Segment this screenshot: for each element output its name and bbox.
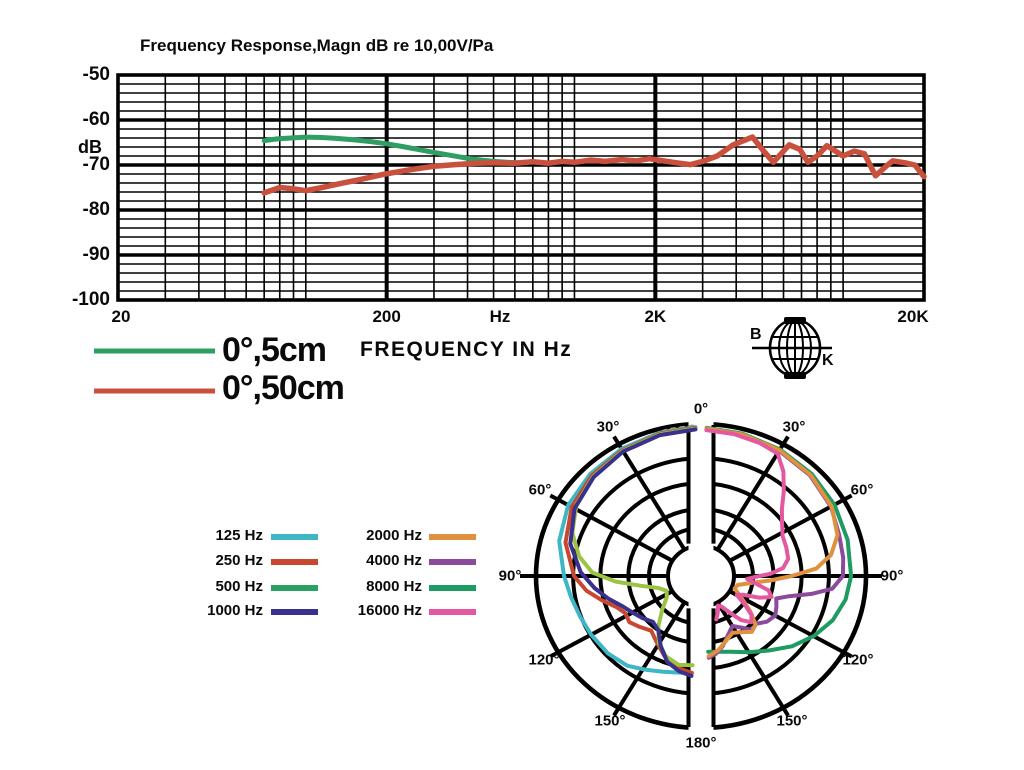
polar-legend-label: 250 Hz — [215, 552, 263, 569]
polar-angle-label: 90° — [498, 567, 522, 585]
logo-letter-b: B — [750, 326, 762, 343]
fr-y-tick: -90 — [82, 244, 110, 265]
fr-curves — [261, 134, 927, 196]
fr-y-axis-unit: dB — [78, 137, 102, 157]
polar-legend-swatch — [429, 559, 476, 565]
fr-y-tick: -80 — [82, 199, 110, 220]
fr-y-tick: -60 — [82, 109, 110, 130]
polar-legend-label: 8000 Hz — [366, 578, 422, 595]
polar-legend-swatch — [429, 585, 476, 591]
logo-letter-k: K — [822, 352, 834, 369]
polar-angle-label: 30° — [782, 418, 806, 436]
polar-legend-label: 16000 Hz — [357, 602, 422, 619]
polar-angle-label: 120° — [528, 651, 560, 669]
polar-spoke — [612, 435, 687, 551]
polar-curve-16000-hz — [704, 428, 791, 625]
polar-spoke — [549, 589, 674, 659]
polar-curve-1000-hz — [568, 427, 698, 678]
polar-angle-label: 120° — [842, 651, 874, 669]
polar-legend-label: 125 Hz — [215, 527, 263, 544]
polar-curve-2000-hz — [704, 426, 840, 659]
polar-legend-label: 4000 Hz — [366, 552, 422, 569]
polar-curves — [557, 424, 854, 678]
polar-legend-label: 500 Hz — [215, 578, 263, 595]
fr-chart-title: Frequency Response,Magn dB re 10,00V/Pa — [140, 36, 494, 55]
fr-legend-swatches — [94, 348, 215, 394]
polar-legend-swatch — [271, 609, 318, 615]
fr-curve-50cm — [261, 134, 927, 196]
polar-legend-swatch — [271, 585, 318, 591]
polar-grid — [520, 416, 882, 736]
fr-x-tick: 20K — [897, 307, 929, 326]
polar-legend-swatch — [429, 534, 476, 540]
fr-x-tick: Hz — [489, 307, 511, 326]
polar-legend-label: 1000 Hz — [207, 602, 263, 619]
polar-spoke — [715, 601, 790, 717]
fr-x-tick: 200 — [372, 307, 401, 326]
fr-legend-label-5cm: 0°,5cm — [222, 331, 327, 369]
fr-grid — [116, 73, 926, 302]
polar-spoke — [728, 589, 853, 659]
fr-x-tick: 20 — [111, 307, 131, 326]
polar-spoke — [612, 601, 687, 717]
polar-angle-label: 60° — [850, 481, 874, 499]
fr-y-tick: -100 — [71, 289, 110, 310]
polar-angle-label: 60° — [528, 481, 552, 499]
polar-angle-label: 180° — [685, 734, 717, 752]
polar-curve-125-hz — [557, 425, 698, 675]
fr-curve-5cm — [261, 134, 522, 166]
frequency-axis-caption: FREQUENCY IN Hz — [360, 338, 573, 361]
polar-angle-label: 30° — [596, 418, 620, 436]
fr-y-tick: -70 — [82, 154, 110, 175]
polar-legend-swatch — [429, 609, 476, 615]
polar-legend-label: 2000 Hz — [366, 527, 422, 544]
polar-angle-label: 150° — [776, 712, 808, 730]
fr-legend-label-50cm: 0°,50cm — [222, 369, 345, 407]
polar-legend-swatch — [271, 534, 318, 540]
polar-legend-swatch — [271, 559, 318, 565]
polar-angle-label: 90° — [880, 567, 904, 585]
fr-y-tick: -50 — [82, 64, 110, 85]
polar-angle-label: 150° — [594, 712, 626, 730]
bk-logo-icon — [752, 317, 832, 379]
polar-angle-label: 0° — [693, 400, 709, 418]
fr-x-tick: 2K — [644, 307, 667, 326]
